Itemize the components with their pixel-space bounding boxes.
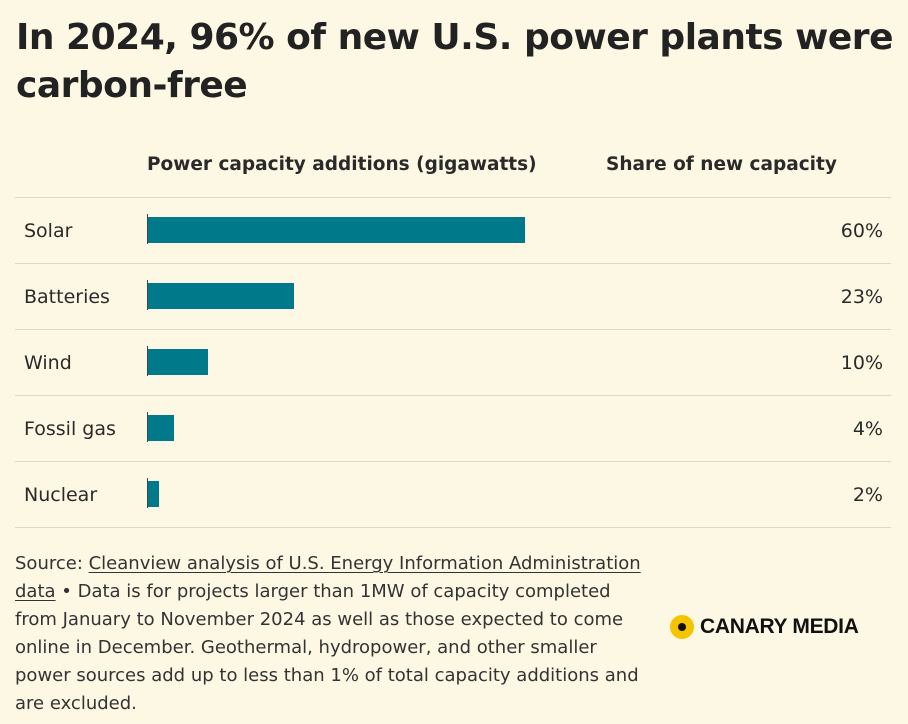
bar-solar	[148, 217, 525, 243]
source-note: Source: Cleanview analysis of U.S. Energ…	[15, 550, 655, 718]
share-column-header: Share of new capacity	[606, 154, 837, 175]
axis-baseline	[147, 280, 148, 310]
source-link[interactable]: Cleanview analysis of U.S. Energy Inform…	[15, 553, 641, 602]
row-solar: Solar 60%	[15, 197, 891, 263]
share-value-fossil-gas: 4%	[852, 418, 883, 440]
chart-title: In 2024, 96% of new U.S. power plants we…	[16, 17, 893, 106]
canary-media-logo[interactable]: CANARY MEDIA	[670, 612, 859, 642]
bar-rows: Solar 60% Batteries 23% Wind 10% Fossil gas 4% N…	[15, 197, 891, 528]
axis-baseline	[147, 214, 148, 244]
bar-nuclear	[148, 481, 159, 507]
row-nuclear: Nuclear 2%	[15, 461, 891, 528]
capacity-column-header: Power capacity additions (gigawatts)	[147, 154, 537, 175]
category-label-solar: Solar	[24, 220, 73, 242]
axis-baseline	[147, 346, 148, 376]
bar-wind	[148, 349, 208, 375]
category-label-wind: Wind	[24, 352, 72, 374]
axis-baseline	[147, 412, 148, 442]
source-prefix: Source:	[15, 553, 89, 574]
axis-baseline	[147, 478, 148, 508]
row-fossil-gas: Fossil gas 4%	[15, 395, 891, 461]
row-batteries: Batteries 23%	[15, 263, 891, 329]
bar-fossil-gas	[148, 415, 174, 441]
logo-text: CANARY MEDIA	[700, 615, 859, 638]
share-value-wind: 10%	[840, 352, 883, 374]
category-label-batteries: Batteries	[24, 286, 110, 308]
share-value-batteries: 23%	[840, 286, 883, 308]
category-label-fossil-gas: Fossil gas	[24, 418, 116, 440]
row-wind: Wind 10%	[15, 329, 891, 395]
canary-logo-icon	[670, 615, 694, 639]
data-note: • Data is for projects larger than 1MW o…	[15, 581, 639, 714]
share-value-solar: 60%	[840, 220, 883, 242]
share-value-nuclear: 2%	[852, 484, 883, 506]
category-label-nuclear: Nuclear	[24, 484, 98, 506]
bar-batteries	[148, 283, 294, 309]
